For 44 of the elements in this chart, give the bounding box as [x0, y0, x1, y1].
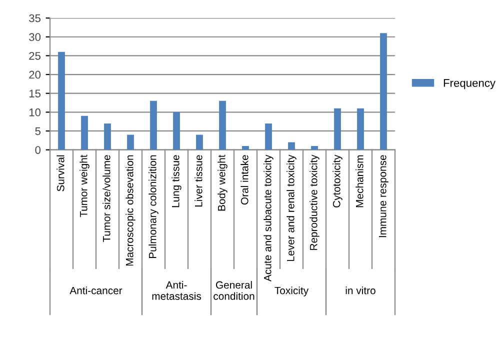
x-tick-label: Reproductive toxicity [310, 154, 320, 250]
x-tick-label: Lung tissue [172, 155, 182, 208]
x-tick-label: Tumor size/volume [102, 155, 110, 242]
x-tick-label: Oral intake [240, 155, 248, 205]
text: Toxicity [274, 286, 309, 296]
text: Anti- metastasis [152, 280, 202, 300]
y-tick-label: 5 [35, 127, 41, 136]
x-tick-label: Cytotoxicity [332, 154, 342, 208]
x-tick-label: Lever and renal toxicity [286, 154, 296, 261]
text: Anti-cancer [70, 286, 122, 294]
bar [357, 108, 364, 150]
bar [288, 142, 295, 150]
bar [242, 146, 249, 150]
bar [150, 100, 157, 150]
y-tick-label: 30 [29, 33, 41, 42]
bar [219, 100, 226, 150]
bar [311, 146, 318, 150]
legend-label: Frequency [444, 79, 496, 90]
bar [58, 52, 65, 150]
x-tick-label: Macroscopic obsevation [126, 155, 136, 266]
y-tick-label: 15 [29, 90, 41, 98]
x-tick-label: Mechanism [356, 155, 364, 208]
bar [265, 123, 272, 150]
y-tick-label: 25 [29, 52, 41, 60]
bar [334, 108, 341, 150]
bar [380, 33, 387, 150]
x-tick-label: Acute and subacute toxicity [264, 154, 274, 282]
x-tick-label: Body weight [218, 154, 228, 211]
x-tick-label: Liver tissue [194, 155, 202, 206]
x-tick-label: Pulmonary colonizition [148, 155, 158, 258]
x-tick-label: Immune response [379, 155, 388, 238]
text: in vitro [346, 286, 376, 294]
y-tick-label: 20 [29, 70, 41, 79]
bar [173, 112, 180, 150]
bar [104, 123, 111, 150]
y-tick-label: 10 [29, 108, 41, 116]
bar [81, 116, 88, 150]
text: General condition [214, 280, 254, 300]
x-tick-label: Survival [56, 155, 64, 192]
bar [127, 134, 134, 150]
bar [196, 134, 203, 150]
y-tick-label: 0 [35, 146, 41, 154]
y-tick-label: 35 [29, 14, 41, 22]
x-tick-label: Tumor weight [80, 154, 90, 218]
